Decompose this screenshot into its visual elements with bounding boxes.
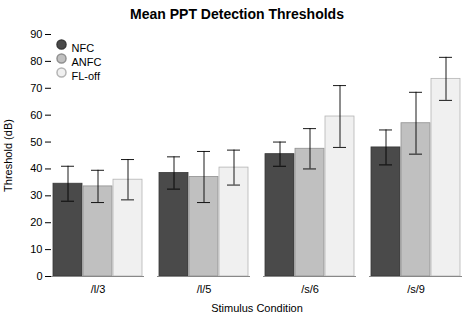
svg-text:/s/9: /s/9 xyxy=(407,283,425,295)
svg-text:60: 60 xyxy=(30,109,42,121)
svg-text:50: 50 xyxy=(30,136,42,148)
svg-text:90: 90 xyxy=(30,28,42,40)
svg-text:FL-off: FL-off xyxy=(72,70,101,82)
svg-text:10: 10 xyxy=(30,243,42,255)
svg-text:ANFC: ANFC xyxy=(72,56,102,68)
svg-text:/s/6: /s/6 xyxy=(301,283,319,295)
html-text:Mean PPT Detection Thresholds: Mean PPT Detection Thresholds xyxy=(130,6,344,22)
svg-text:Stimulus Condition: Stimulus Condition xyxy=(211,302,303,314)
svg-text:Threshold (dB): Threshold (dB) xyxy=(2,119,14,192)
svg-text:30: 30 xyxy=(30,189,42,201)
svg-text:20: 20 xyxy=(30,216,42,228)
svg-text:0: 0 xyxy=(36,270,42,282)
svg-text:/l/5: /l/5 xyxy=(197,283,212,295)
svg-text:NFC: NFC xyxy=(72,42,95,54)
svg-text:/l/3: /l/3 xyxy=(91,283,106,295)
svg-text:40: 40 xyxy=(30,162,42,174)
svg-text:70: 70 xyxy=(30,82,42,94)
svg-text:80: 80 xyxy=(30,55,42,67)
